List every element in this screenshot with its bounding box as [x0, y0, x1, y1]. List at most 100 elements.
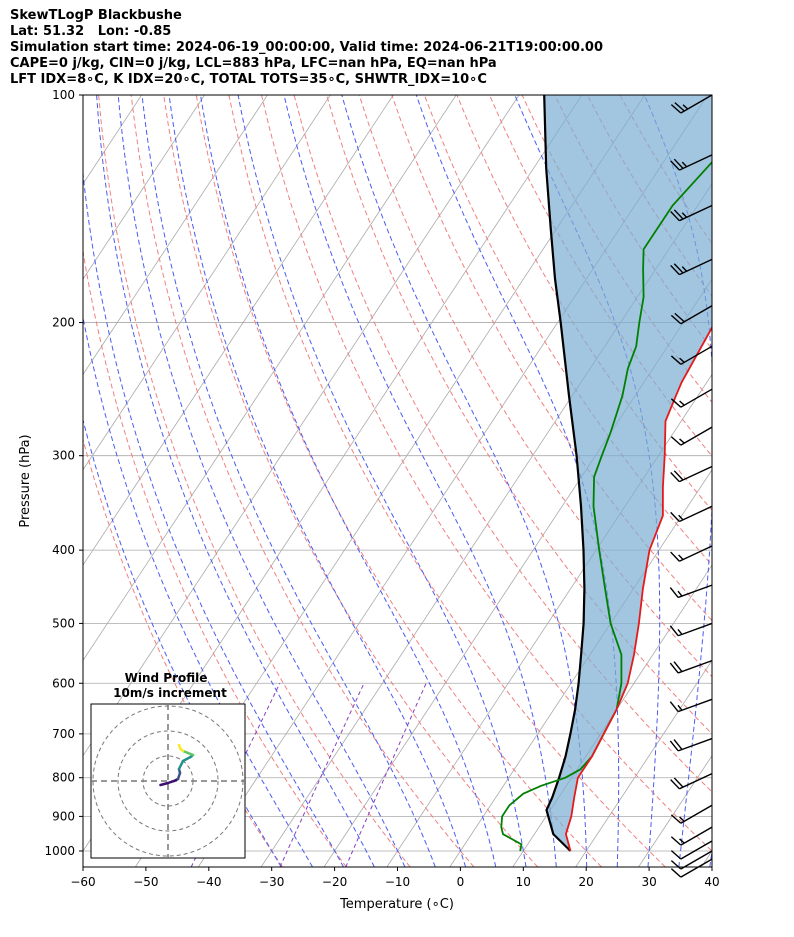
barb-flag	[670, 814, 682, 824]
dry-adiabat	[163, 95, 539, 867]
wind-barb	[670, 204, 713, 222]
y-tick-label: 400	[52, 543, 75, 557]
barb-half	[677, 628, 683, 635]
wind-barb	[670, 840, 713, 860]
barb-half	[679, 816, 685, 822]
barb-staff	[679, 772, 713, 790]
barb-staff	[680, 826, 713, 846]
barb-flag	[670, 850, 682, 860]
moist-adiabat	[96, 95, 375, 867]
hodograph-segment	[181, 755, 192, 763]
isotherm	[764, 95, 794, 867]
indices-line: LFT IDX=8∘C, K IDX=20∘C, TOTAL TOTS=35∘C…	[10, 72, 487, 87]
mixing-ratio-line	[279, 683, 365, 867]
x-axis-label: Temperature (∘C)	[339, 897, 454, 912]
isotherm	[83, 95, 457, 662]
barb-flag	[673, 158, 684, 169]
x-tick-label: −30	[259, 875, 284, 889]
wind-barb	[669, 698, 713, 713]
barb-half	[678, 514, 684, 521]
barb-flag	[673, 470, 684, 481]
barb-flag	[673, 777, 684, 788]
wind-barb	[670, 826, 713, 846]
dry-adiabat	[228, 95, 666, 867]
barb-staff	[679, 545, 713, 562]
y-tick-label: 100	[52, 88, 75, 102]
y-tick-label: 500	[52, 616, 75, 630]
x-tick-label: 30	[641, 875, 656, 889]
barb-flag	[670, 264, 680, 276]
barb-flag	[670, 551, 680, 562]
barb-half	[682, 104, 689, 110]
y-tick-label: 800	[52, 771, 75, 785]
hodograph-layer	[91, 704, 245, 858]
dry-adiabat	[130, 95, 475, 867]
dry-adiabat	[83, 247, 347, 867]
dry-adiabat	[261, 95, 712, 852]
barb-staff	[680, 804, 713, 824]
isotherm	[575, 659, 712, 867]
barb-flag	[669, 701, 679, 713]
x-tick-label: 0	[457, 875, 465, 889]
moist-adiabat	[200, 95, 497, 867]
chart-header: SkewTLogP Blackbushe Lat: 51.32 Lon: -0.…	[10, 8, 603, 88]
x-tick-label: −20	[322, 875, 347, 889]
barb-staff	[680, 840, 713, 860]
x-tick-label: −40	[196, 875, 221, 889]
hodograph-segment	[177, 759, 185, 771]
moist-adiabat	[83, 314, 313, 867]
axis-ticks: −60 −50 −40 −30 −20 −10 0 10 20 30 40 100 200 300 400 5…	[44, 88, 719, 889]
barb-half	[679, 357, 685, 363]
wind-barb	[670, 388, 713, 408]
barb-staff	[679, 505, 713, 523]
wind-barb	[670, 850, 713, 870]
x-tick-label: −10	[385, 875, 410, 889]
barb-flag	[669, 662, 679, 674]
parcel-profile-line	[543, 95, 586, 852]
barb-half	[677, 590, 683, 597]
inset-subtitle: 10m/s increment	[113, 686, 227, 700]
barb-flag	[670, 779, 680, 790]
barb-half	[681, 212, 688, 218]
barb-flag	[673, 263, 684, 274]
barb-flag	[673, 739, 683, 750]
isotherm	[0, 95, 16, 867]
moist-adiabat	[83, 417, 282, 867]
wind-barb	[669, 584, 713, 599]
barb-flag	[670, 436, 682, 446]
barb-flag	[670, 398, 682, 408]
x-tick-label: 20	[579, 875, 594, 889]
barb-staff	[680, 858, 713, 878]
moist-adiabat	[415, 95, 620, 867]
barb-flag	[669, 740, 679, 752]
barb-staff	[677, 622, 713, 637]
moist-adiabat	[117, 95, 406, 867]
dry-adiabat	[83, 437, 284, 867]
barb-flag	[670, 868, 682, 878]
barb-flag	[670, 860, 682, 870]
x-tick-label: −60	[70, 875, 95, 889]
hodograph-segment	[177, 743, 182, 751]
wind-barb	[670, 345, 713, 365]
isotherm	[83, 95, 394, 566]
moist-adiabat	[341, 95, 588, 867]
y-tick-label: 300	[52, 449, 75, 463]
wind-barb	[670, 465, 713, 483]
barb-flag	[670, 472, 680, 483]
cin-shading	[544, 95, 712, 851]
location-line: Lat: 51.32 Lon: -0.85	[10, 24, 172, 39]
inset-title: Wind Profile	[125, 671, 208, 685]
wind-barbs	[669, 94, 713, 878]
barb-flag	[674, 102, 685, 112]
wind-barb	[670, 772, 713, 790]
y-tick-label: 1000	[44, 844, 75, 858]
x-tick-label: −50	[133, 875, 158, 889]
barb-flag	[670, 836, 682, 846]
isotherm	[83, 95, 331, 471]
wind-profile-inset: Wind Profile 10m/s increment	[90, 671, 246, 859]
wind-barb	[669, 737, 713, 752]
wind-barb	[670, 94, 713, 114]
barb-staff	[679, 204, 713, 222]
stability-line: CAPE=0 j/kg, CIN=0 j/kg, LCL=883 hPa, LF…	[10, 56, 497, 71]
wind-barb	[670, 858, 713, 878]
